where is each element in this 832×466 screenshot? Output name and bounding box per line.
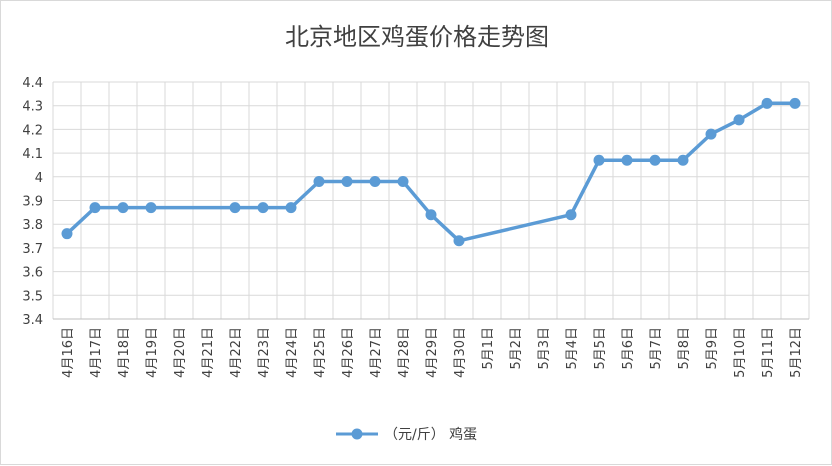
data-point — [425, 209, 437, 221]
x-tick-label: 5月10日 — [733, 327, 748, 378]
y-tick-label: 4 — [35, 171, 43, 186]
data-point — [285, 202, 297, 214]
data-point — [453, 235, 465, 247]
data-point — [313, 176, 325, 188]
data-point — [733, 114, 745, 126]
data-point — [229, 202, 241, 214]
y-tick-label: 3.7 — [22, 242, 43, 257]
x-tick-label: 5月8日 — [677, 327, 692, 370]
x-tick-label: 4月20日 — [173, 327, 188, 378]
grid-lines — [52, 81, 810, 319]
data-point — [789, 97, 801, 109]
x-tick-label: 4月22日 — [229, 327, 244, 378]
y-tick-label: 4.4 — [22, 76, 43, 91]
y-axis: 3.4 3.5 3.6 3.7 3.8 3.9 4 4.1 4.2 4.3 4.4 — [22, 76, 43, 328]
y-tick-label: 3.4 — [22, 313, 43, 328]
y-tick-label: 3.9 — [22, 195, 43, 210]
x-tick-label: 4月30日 — [453, 327, 468, 378]
y-tick-label: 4.2 — [22, 123, 43, 138]
data-point — [397, 176, 409, 188]
y-tick-label: 3.8 — [22, 218, 43, 233]
x-tick-label: 4月21日 — [201, 327, 216, 378]
x-tick-label: 4月19日 — [145, 327, 160, 378]
data-point — [593, 154, 605, 166]
legend: （元/斤） 鸡蛋 — [336, 426, 477, 443]
legend-label: （元/斤） 鸡蛋 — [384, 426, 477, 443]
data-point — [565, 209, 577, 221]
x-tick-label: 4月29日 — [425, 327, 440, 378]
x-tick-label: 4月23日 — [257, 327, 272, 378]
x-tick-label: 5月3日 — [537, 327, 552, 370]
x-tick-label: 5月2日 — [509, 327, 524, 370]
x-tick-label: 4月25日 — [313, 327, 328, 378]
data-point — [117, 202, 129, 214]
y-tick-label: 3.6 — [22, 266, 43, 281]
x-tick-label: 4月28日 — [397, 327, 412, 378]
x-tick-label: 5月1日 — [481, 327, 496, 370]
data-point — [705, 128, 717, 140]
x-tick-label: 5月5日 — [593, 327, 608, 370]
y-tick-label: 4.1 — [22, 147, 43, 162]
x-tick-label: 4月16日 — [61, 327, 76, 378]
y-tick-label: 3.5 — [22, 289, 43, 304]
x-tick-label: 5月7日 — [649, 327, 664, 370]
x-tick-label: 5月6日 — [621, 327, 636, 370]
data-point — [341, 176, 353, 188]
x-tick-label: 4月18日 — [117, 327, 132, 378]
x-tick-label: 5月4日 — [565, 327, 580, 370]
y-tick-label: 4.3 — [22, 100, 43, 115]
x-axis: 4月16日 4月17日 4月18日 4月19日 4月20日 4月21日 4月22日 4月23日… — [53, 318, 809, 378]
x-tick-label: 5月11日 — [761, 327, 776, 378]
data-point — [649, 154, 661, 166]
series-egg-price — [61, 97, 801, 247]
data-point — [621, 154, 633, 166]
data-point — [257, 202, 269, 214]
data-point — [145, 202, 157, 214]
data-point — [61, 228, 73, 240]
series-line — [65, 101, 795, 243]
x-tick-label: 5月12日 — [789, 327, 804, 378]
data-point — [761, 97, 773, 109]
chart-title: 北京地区鸡蛋价格走势图 — [285, 23, 549, 51]
x-tick-label: 5月9日 — [705, 327, 720, 370]
x-tick-label: 4月27日 — [369, 327, 384, 378]
data-point — [369, 176, 381, 188]
data-point — [677, 154, 689, 166]
x-tick-label: 4月26日 — [341, 327, 356, 378]
legend-swatch-marker — [351, 428, 363, 440]
x-tick-label: 4月17日 — [89, 327, 104, 378]
data-point — [89, 202, 101, 214]
x-tick-label: 4月24日 — [285, 327, 300, 378]
